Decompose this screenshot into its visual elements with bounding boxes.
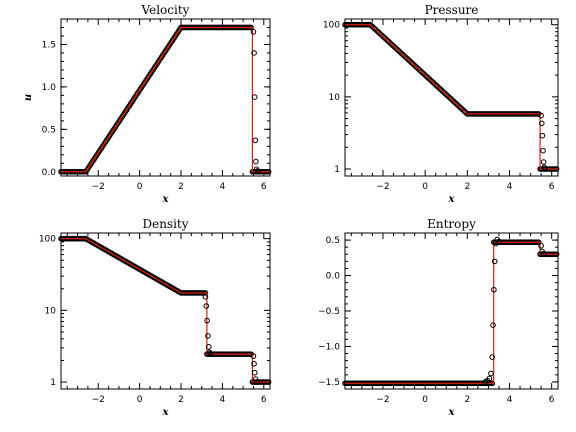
sim-point [540,159,547,165]
y-tick-label: 1.5 [42,40,56,50]
plot-frame [60,232,271,390]
x-tick-label: 4 [220,182,226,192]
x-tick-label: 6 [261,182,267,192]
y-tick-label: 100 [323,21,340,31]
sim-point [252,137,259,144]
x-tick-label: 6 [261,395,267,405]
panel-2: −2 0 2 4 6 1 10 100 Pressure x [323,3,560,205]
x-tick-label: 0 [422,395,428,405]
y-tick-label: 100 [39,235,56,245]
sim-point [203,303,210,309]
sim-point [205,333,211,339]
x-tick-label: 2 [464,395,470,405]
y-tick-label: 1 [50,378,56,388]
sim-point [538,242,544,249]
y-axis-label: u [23,94,34,101]
y-tick-label: −0.5 [318,307,340,317]
sim-point [202,293,209,300]
sim-point [491,258,498,265]
sim-point [539,132,546,139]
simulation-markers-dense [58,235,272,385]
plot-frame [344,18,559,177]
y-tick-label: 10 [45,306,57,316]
sim-point [251,50,257,56]
x-tick-label: 0 [137,182,143,192]
simulation-markers-dense [58,24,272,175]
plot-frame [344,232,559,390]
y-tick-label: 0.5 [326,236,340,246]
sim-point [250,28,257,35]
y-tick-label: −1.0 [318,342,340,352]
x-tick-label: 4 [507,182,513,192]
x-tick-label: 4 [220,395,226,405]
x-tick-label: 4 [507,395,513,405]
sim-point [207,350,214,357]
x-axis-label: x [448,407,456,418]
panel-title: Velocity [141,3,190,17]
y-tick-label: 0.0 [42,168,57,178]
x-axis-label: x [162,407,170,418]
simulation-markers-dense [342,239,560,387]
sim-point [538,112,544,119]
sim-point [252,376,259,382]
plot-frame [60,18,271,177]
sim-point [496,238,502,245]
x-tick-label: −2 [376,182,389,192]
x-axis-label: x [448,194,456,205]
x-tick-label: −2 [376,395,389,405]
y-tick-label: 10 [329,93,341,103]
panel-title: Pressure [425,3,479,17]
x-tick-label: 2 [464,182,470,192]
y-tick-label: −1.5 [318,378,340,388]
x-tick-label: 0 [137,395,143,405]
sim-point [491,286,497,293]
x-tick-label: 0 [422,182,428,192]
y-tick-label: 0.5 [42,125,56,135]
sim-point [205,344,212,350]
sim-point [204,317,210,324]
panel-1: −2 0 2 4 6 0.0 0.5 1.0 1.5 Velocity x u [23,3,272,205]
sim-point [490,322,496,328]
x-tick-label: −2 [92,395,105,405]
sim-point [489,354,496,360]
sim-point [542,166,549,172]
sim-point [251,94,258,100]
panel-title: Density [142,217,188,231]
simulation-markers-dense [342,21,560,172]
sim-point [486,375,493,382]
sim-point [251,369,258,376]
sim-point [250,353,257,359]
sim-point [253,379,260,385]
y-tick-label: 0.0 [326,272,341,282]
x-tick-label: 2 [178,182,184,192]
exact-solution-line [61,238,270,383]
x-tick-label: 2 [178,395,184,405]
sim-point [254,168,261,174]
sim-point [251,360,257,367]
y-tick-label: 1.0 [42,83,57,93]
x-tick-label: 6 [549,182,555,192]
sim-point [253,158,259,165]
exact-solution-line [345,241,558,384]
panel-4: −2 0 2 4 6 −1.5 −1.0 −0.5 0.0 0.5 Entropy x [318,217,560,418]
panel-3: −2 0 2 4 6 1 10 100 Density x [39,217,272,418]
panel-title: Entropy [427,217,476,231]
sim-point [540,250,547,257]
x-axis-label: x [162,194,170,205]
sim-point [488,370,494,377]
x-tick-label: −2 [92,182,105,192]
y-tick-label: 1 [334,165,340,175]
x-tick-label: 6 [549,395,555,405]
sim-point [538,120,545,127]
sim-point [540,147,546,154]
